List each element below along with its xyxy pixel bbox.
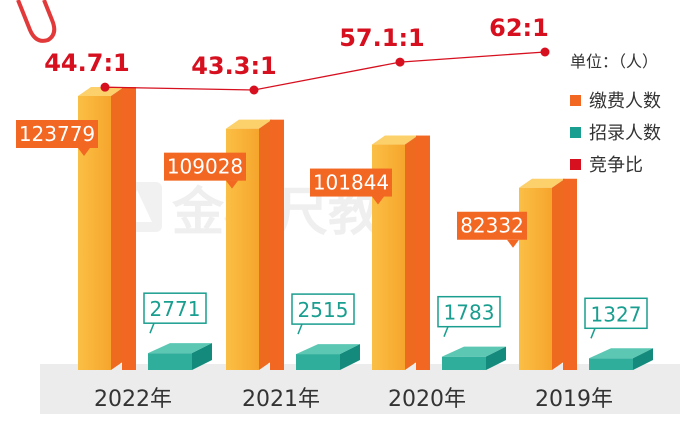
label-applicants-0: 123779 (16, 120, 98, 156)
bar-recruited-2 (442, 346, 506, 370)
label-recruited-box-3 (584, 297, 648, 330)
bar-recruited-top-3 (589, 348, 653, 359)
ratio-label-2: 57.1:1 (339, 24, 425, 52)
label-recruited-0: 2771 (143, 292, 207, 334)
legend-swatch-recruited (570, 126, 581, 138)
bar-recruited-top-2 (442, 346, 506, 357)
bar-applicants-back-3 (563, 178, 577, 370)
bar-applicants-top-0 (78, 87, 124, 96)
label-recruited-pointer-1 (297, 323, 303, 335)
label-applicants-box-1 (164, 152, 246, 181)
legend-item-applicants: 缴费人数 (570, 84, 661, 116)
ratio-label-3: 62:1 (489, 14, 549, 42)
label-recruited-3: 1327 (584, 297, 648, 339)
legend-label-applicants: 缴费人数 (589, 91, 661, 112)
ratio-label-1: 43.3:1 (191, 52, 277, 80)
label-applicants-2: 101844 (310, 168, 392, 205)
ratio-point-3 (540, 47, 550, 57)
legend-item-recruited: 招录人数 (570, 116, 661, 148)
x-tick-label-1: 2021年 (242, 387, 320, 412)
label-applicants-pointer-0 (78, 148, 90, 156)
label-recruited-pointer-0 (149, 322, 155, 334)
label-recruited-box-2 (437, 295, 501, 328)
bar-applicants-3 (519, 178, 577, 370)
label-applicants-text-1: 109028 (167, 155, 243, 179)
x-tick-label-2: 2020年 (388, 387, 466, 412)
bar-recruited-side-0 (192, 343, 212, 370)
ratio-point-0 (100, 82, 110, 92)
legend-label-ratio: 竞争比 (589, 155, 643, 176)
legend-unit-label: 单位：（人） (570, 52, 659, 71)
bar-applicants-top-3 (519, 178, 565, 188)
label-applicants-3: 82332 (457, 211, 527, 248)
bar-applicants-side-1 (259, 119, 272, 371)
x-tick-label-0: 2022年 (94, 387, 172, 412)
label-recruited-text-3: 1327 (591, 302, 642, 326)
label-applicants-text-2: 101844 (313, 171, 389, 195)
label-applicants-pointer-2 (372, 196, 384, 205)
label-recruited-box-0 (143, 292, 207, 324)
bar-recruited-3 (589, 348, 653, 370)
label-applicants-pointer-1 (226, 180, 238, 189)
legend-swatch-ratio (570, 158, 581, 170)
bar-applicants-back-1 (270, 119, 284, 371)
legend-label-recruited: 招录人数 (589, 123, 661, 144)
bar-recruited-front-0 (148, 353, 192, 370)
legend-item-ratio: 竞争比 (570, 148, 661, 180)
bar-applicants-top-2 (372, 135, 418, 145)
label-recruited-pointer-3 (590, 328, 596, 339)
label-applicants-box-0 (16, 120, 98, 148)
bar-applicants-side-0 (111, 87, 124, 370)
label-recruited-text-0: 2771 (150, 297, 201, 321)
ratio-point-2 (395, 57, 405, 67)
ratio-line (104, 51, 546, 91)
label-applicants-box-2 (310, 168, 392, 197)
x-tick-label-3: 2019年 (535, 387, 613, 412)
bar-recruited-0 (148, 343, 212, 370)
legend: 单位：（人） 缴费人数 招录人数 竞争比 (570, 48, 661, 180)
label-recruited-2: 1783 (437, 295, 501, 337)
bar-recruited-front-3 (589, 358, 633, 370)
bar-applicants-side-3 (552, 178, 565, 370)
label-recruited-box-1 (291, 293, 355, 325)
label-recruited-text-2: 1783 (444, 301, 495, 325)
bar-applicants-back-2 (416, 135, 430, 370)
label-applicants-pointer-3 (507, 239, 519, 248)
bar-applicants-top-1 (226, 119, 272, 129)
label-applicants-text-3: 82332 (460, 214, 524, 238)
label-recruited-1: 2515 (291, 293, 355, 335)
bar-applicants-back-0 (122, 87, 136, 370)
bar-recruited-side-1 (340, 344, 360, 370)
label-recruited-text-1: 2515 (298, 298, 349, 322)
bar-recruited-top-1 (296, 344, 360, 355)
floor-band (40, 364, 680, 414)
label-applicants-text-0: 123779 (19, 122, 95, 146)
bar-recruited-front-1 (296, 354, 340, 370)
bar-recruited-top-0 (148, 343, 212, 354)
bar-recruited-side-3 (633, 348, 653, 370)
ratio-label-0: 44.7:1 (44, 49, 130, 77)
ratio-point-1 (249, 85, 259, 95)
bar-recruited-side-2 (486, 346, 506, 370)
label-applicants-1: 109028 (164, 152, 246, 189)
paperclip-decoration (16, 0, 57, 43)
label-applicants-box-3 (457, 211, 527, 240)
label-recruited-pointer-2 (443, 326, 449, 337)
bar-recruited-front-2 (442, 356, 486, 370)
bar-recruited-1 (296, 344, 360, 370)
legend-swatch-applicants (570, 94, 581, 106)
bar-applicants-side-2 (405, 135, 418, 370)
